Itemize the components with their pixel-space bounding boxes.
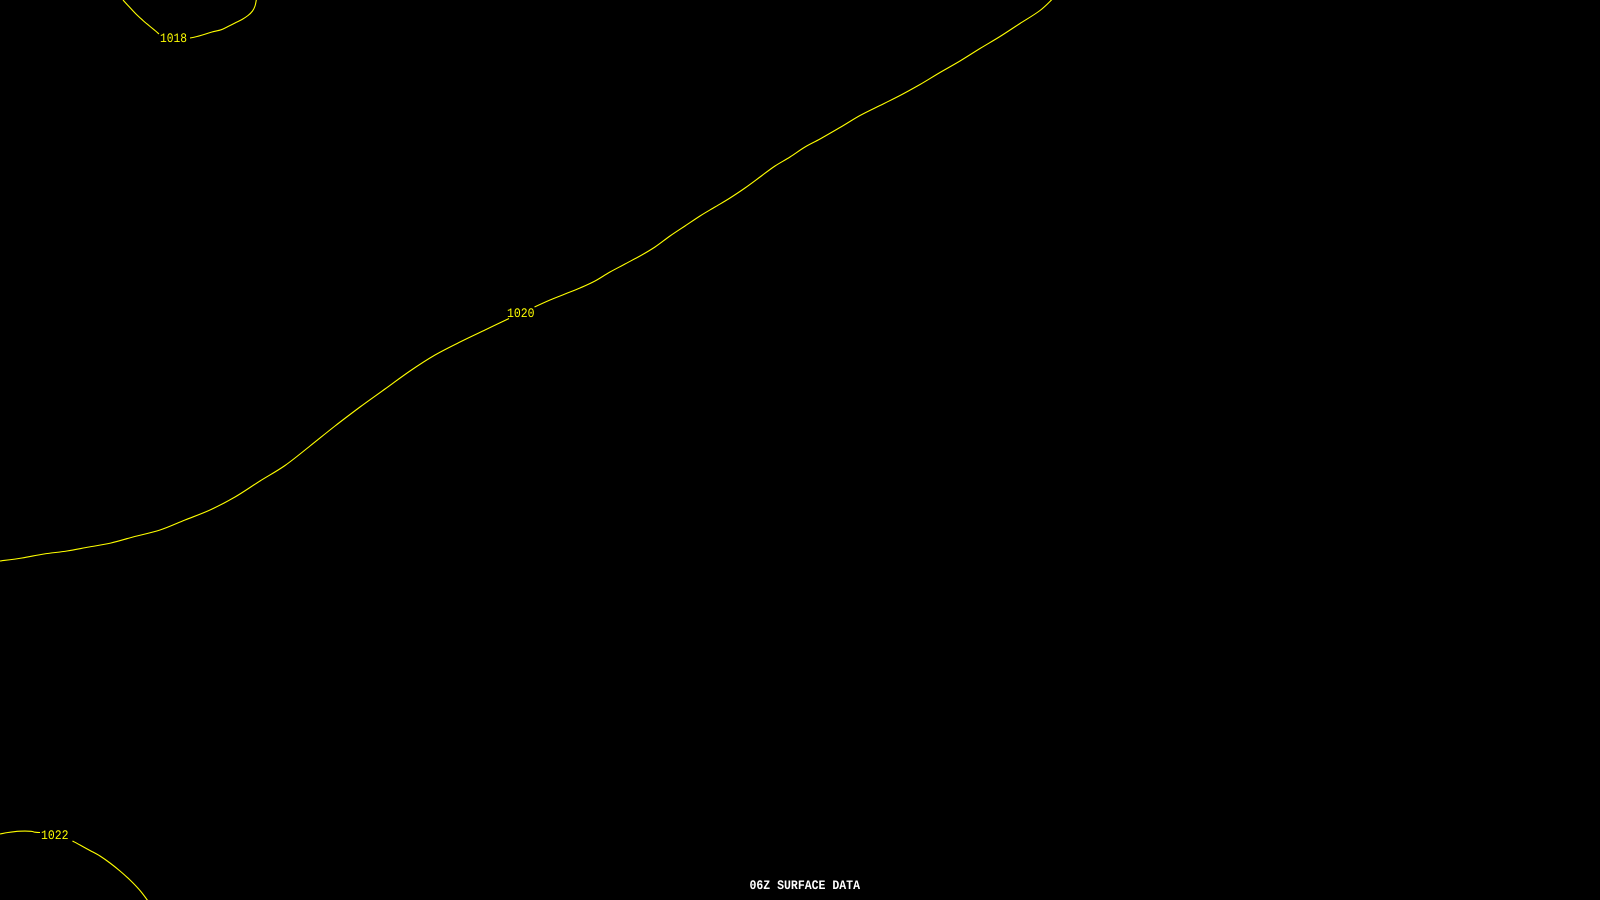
- svg-text:1018: 1018: [160, 31, 187, 46]
- svg-text:06Z SURFACE DATA: 06Z SURFACE DATA: [750, 878, 861, 893]
- svg-text:1022: 1022: [41, 828, 69, 843]
- svg-text:1020: 1020: [507, 306, 535, 321]
